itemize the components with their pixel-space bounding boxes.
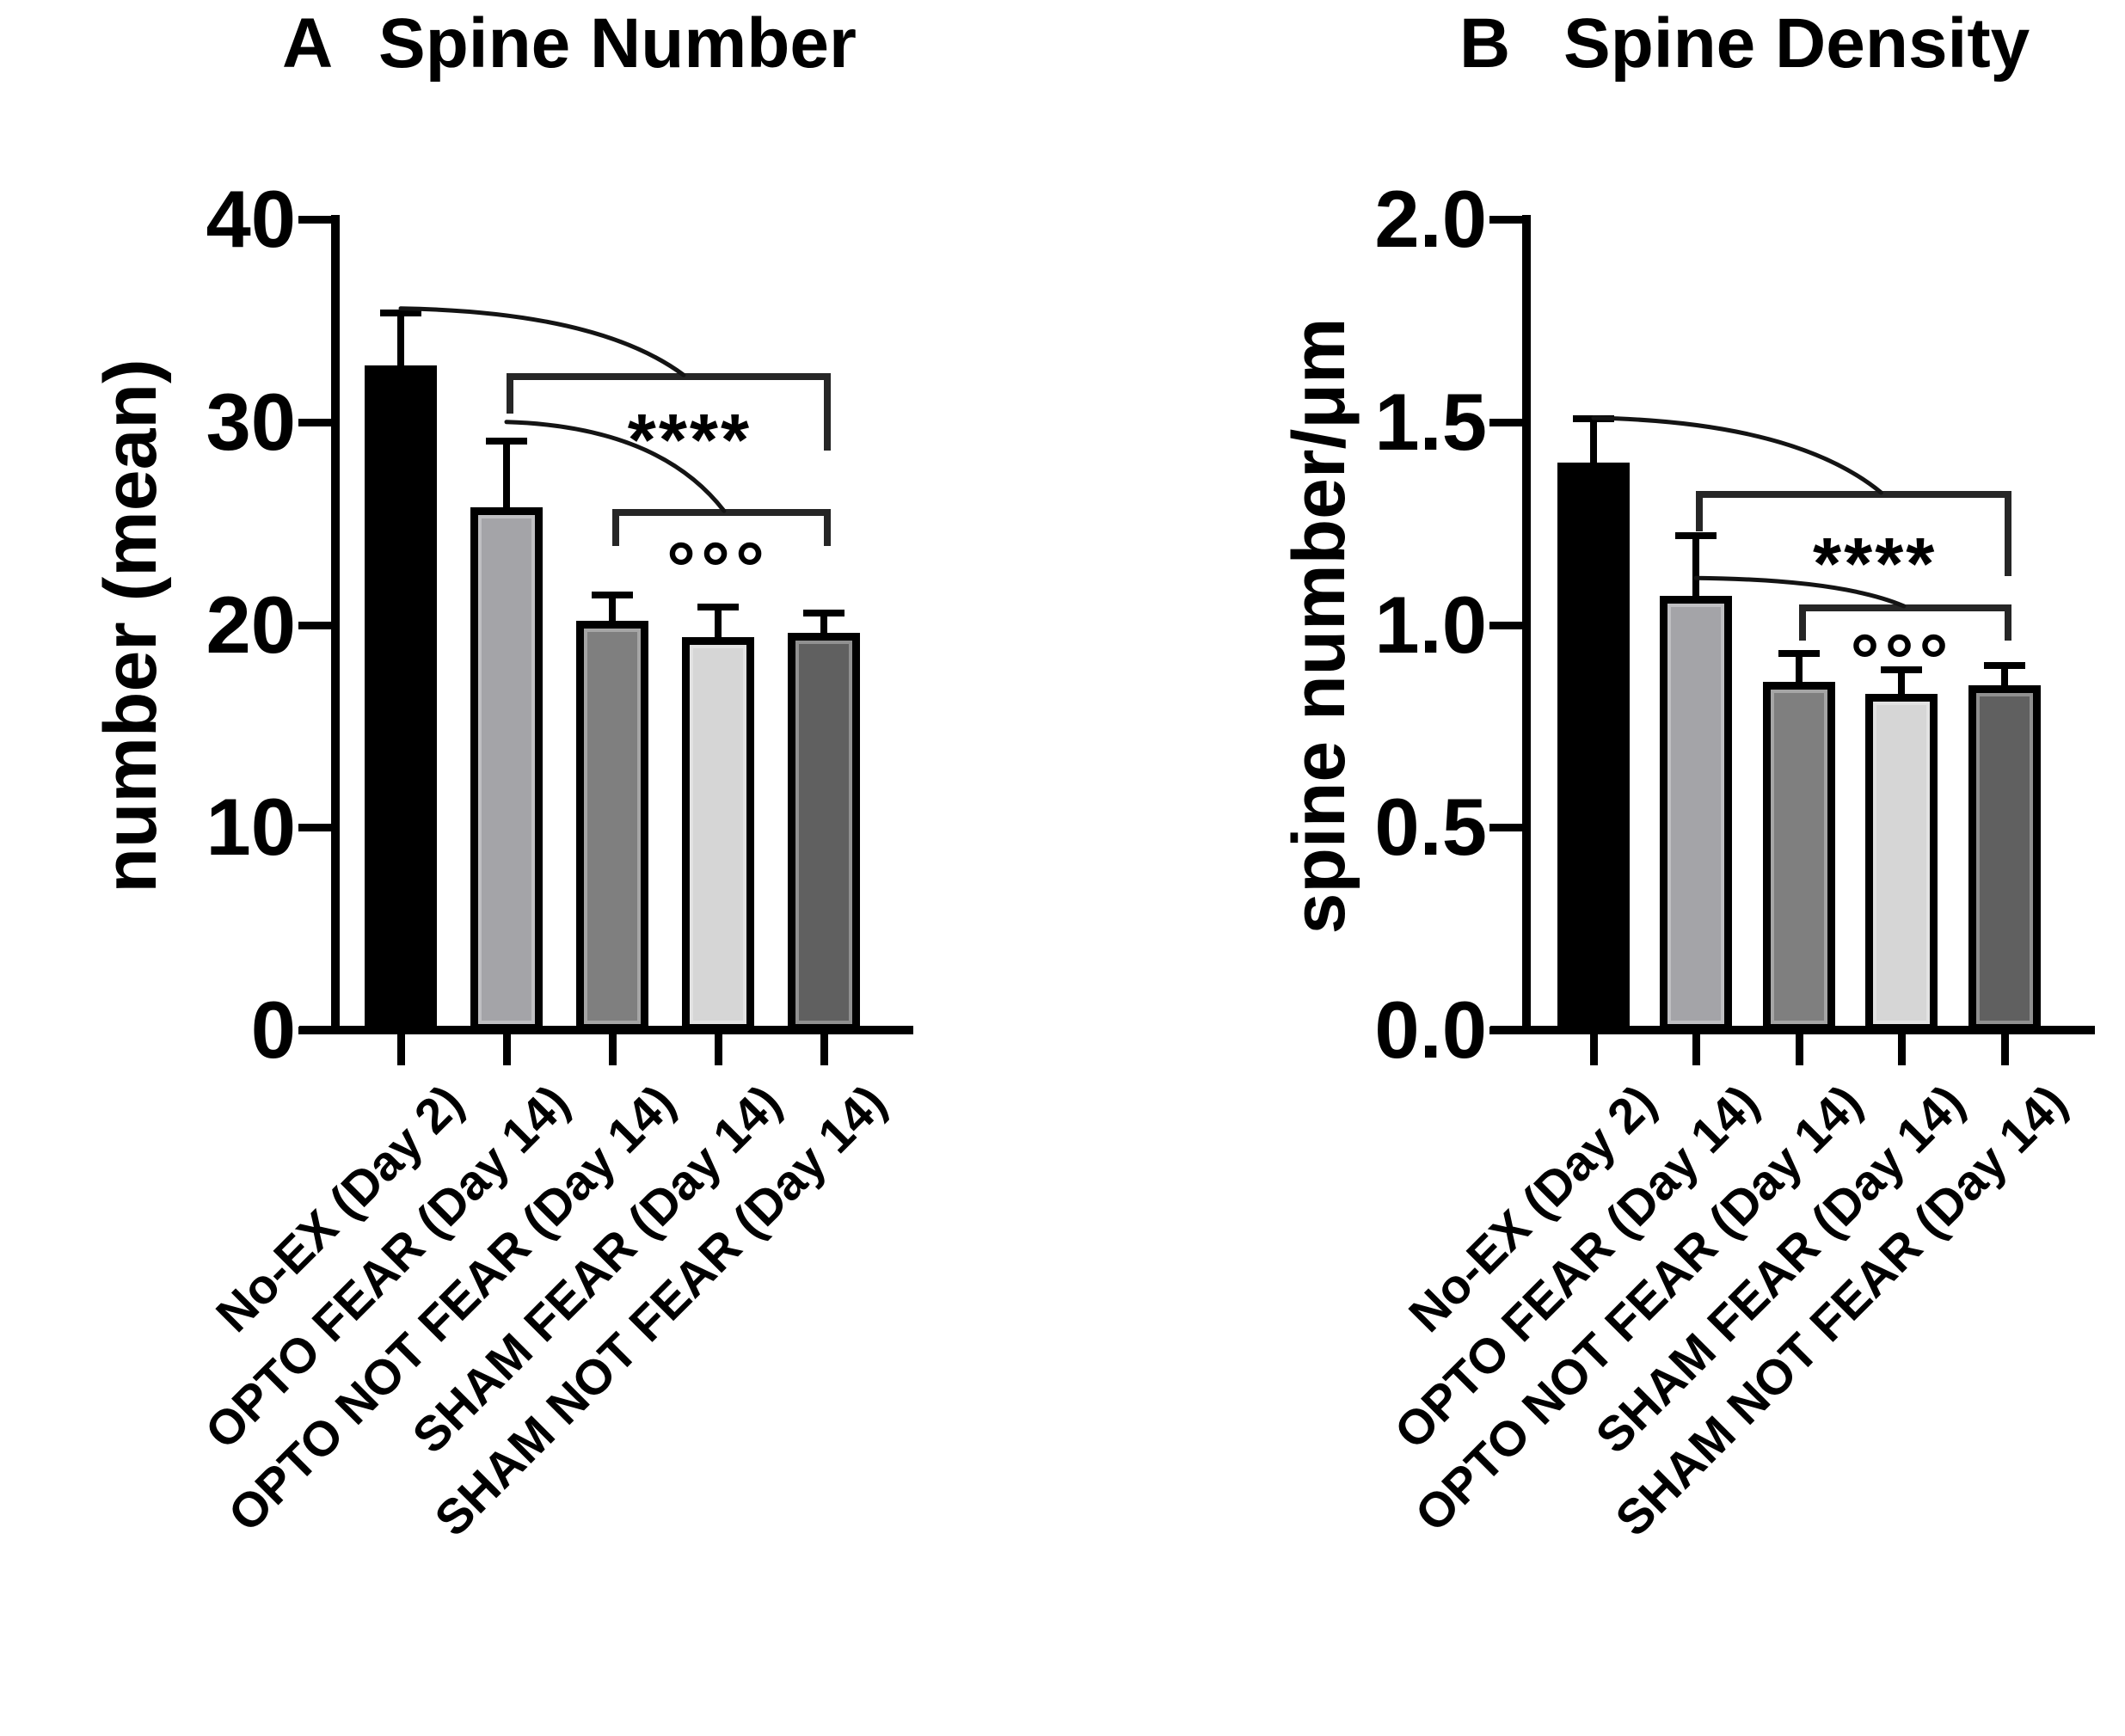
- x-axis-tick: [609, 1034, 617, 1065]
- y-tick-label: 1.5: [1374, 376, 1487, 467]
- y-tick-label: 10: [206, 782, 296, 873]
- x-axis-tick: [1590, 1034, 1598, 1065]
- bar: [470, 506, 543, 1032]
- y-tick-label: 20: [206, 579, 296, 670]
- error-bar-line: [715, 610, 722, 663]
- error-bar-cap: [592, 591, 633, 598]
- sig-bracket-bar: [1799, 604, 2011, 611]
- error-bar-cap: [803, 610, 844, 617]
- y-tick-label: 0.5: [1374, 782, 1487, 873]
- y-tick-label: 0.0: [1374, 985, 1487, 1075]
- sig-bracket-bar: [1696, 490, 2011, 498]
- bar: [788, 632, 860, 1032]
- panel-a-letter: A: [282, 4, 334, 83]
- y-axis-tick: [1489, 621, 1522, 629]
- bar: [1557, 462, 1630, 1032]
- x-axis-tick: [1898, 1034, 1906, 1065]
- y-axis-tick: [1489, 824, 1522, 832]
- x-axis-tick: [1692, 1034, 1700, 1065]
- x-axis-tick: [397, 1034, 405, 1065]
- bar: [682, 636, 754, 1032]
- bar: [1660, 596, 1732, 1032]
- y-axis-tick: [298, 216, 331, 224]
- y-axis-tick: [298, 824, 331, 832]
- error-bar-cap: [1778, 650, 1820, 658]
- sig-bracket-tick: [1799, 604, 1806, 641]
- y-axis-tick: [298, 418, 331, 426]
- x-axis-line: [1490, 1026, 2095, 1034]
- bar: [365, 365, 437, 1032]
- y-axis-tick: [1489, 418, 1522, 426]
- sig-bracket-tick: [1696, 490, 1703, 532]
- y-axis-line: [331, 215, 340, 1034]
- significance-circles: °°°: [1850, 620, 1954, 702]
- panel-b-letter: B: [1459, 4, 1511, 83]
- y-tick-label: 30: [206, 376, 296, 467]
- sig-bracket-tick: [612, 509, 619, 546]
- y-axis-tick: [298, 621, 331, 629]
- panel-a-title: Spine Number: [378, 4, 857, 83]
- sig-bracket-tick: [2005, 604, 2011, 641]
- x-axis-tick: [2001, 1034, 2009, 1065]
- x-axis-tick: [503, 1034, 511, 1065]
- y-axis-tick: [1489, 216, 1522, 224]
- x-axis-tick: [1796, 1034, 1803, 1065]
- panel-b-title: Spine Density: [1563, 4, 2030, 83]
- significance-circles: °°°: [666, 527, 770, 610]
- error-bar-cap: [1881, 666, 1922, 674]
- bar: [1763, 681, 1835, 1032]
- bar: [1968, 685, 2041, 1032]
- error-bar-cap: [1573, 414, 1614, 422]
- sig-bracket-tick: [2005, 490, 2011, 576]
- y-tick-label: 1.0: [1374, 579, 1487, 670]
- bar: [1865, 693, 1938, 1032]
- y-tick-label: 0: [250, 985, 296, 1075]
- significance-stars: ****: [1813, 523, 1938, 605]
- x-axis-tick: [820, 1034, 828, 1065]
- y-tick-label: 2.0: [1374, 174, 1487, 264]
- error-bar-cap: [1675, 532, 1717, 540]
- error-bar-cap: [697, 603, 739, 610]
- y-tick-label: 40: [206, 174, 296, 264]
- sig-bracket-tick: [824, 509, 831, 546]
- error-bar-cap: [1984, 662, 2025, 670]
- sig-bracket-tick: [824, 373, 831, 451]
- x-axis-line: [299, 1026, 913, 1034]
- y-axis-line: [1522, 215, 1531, 1034]
- x-axis-tick: [715, 1034, 722, 1065]
- category-label: OPTO NOT FEAR (Day 14): [1404, 1074, 1873, 1543]
- sig-bracket-tick: [507, 373, 513, 414]
